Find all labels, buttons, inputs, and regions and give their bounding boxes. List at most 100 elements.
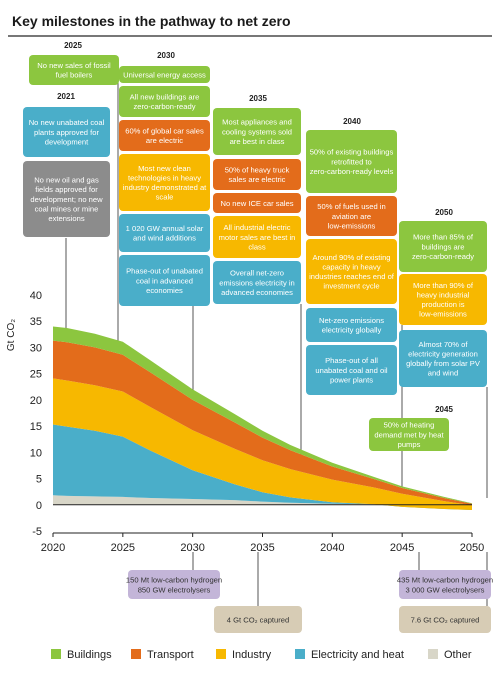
year-headers: 2025 2021 2030 2035 2040 2050 2045 [57,41,453,414]
note-box-bg [399,570,491,599]
x-tick-label: 2025 [111,542,135,554]
chart-title: Key milestones in the pathway to net zer… [12,13,291,29]
legend-label: Electricity and heat [311,649,404,661]
milestone-text: No new sales of fossil fuel boilers [37,61,111,80]
milestone-text: Most appliances and cooling systems sold a… [222,118,292,146]
legend-swatch [131,649,141,659]
milestone-m2040-5: Phase-out of all unabated coal and oil pow… [306,345,397,395]
milestone-m2030-6: Phase-out of unabated coal in advanced eco… [119,255,210,306]
year-header-2025: 2025 [64,41,82,50]
year-header-2035: 2035 [249,94,267,103]
emission-areas [53,326,472,510]
milestone-box-bg [119,214,210,252]
milestone-box-bg [306,345,397,395]
legend-swatch [428,649,438,659]
milestone-text: Phase-out of unabated coal in advanced eco… [126,267,203,295]
x-tick-label: 2045 [390,542,414,554]
y-tick-label: 15 [30,421,42,433]
milestone-box-bg [399,221,487,272]
milestone-m2030-1: Universal energy access [119,66,210,83]
milestone-box-bg [213,159,301,190]
note-2050-capture: 7.6 Gt CO₂ captured [399,606,491,633]
x-tick-label: 2035 [250,542,274,554]
area-buildings [53,326,472,504]
legend-label: Buildings [67,649,112,661]
x-tick-label: 2020 [41,542,65,554]
area-electricity-and-heat [53,424,472,510]
milestone-box-bg [213,261,301,304]
x-tick-label: 2050 [460,542,484,554]
milestone-box-bg [119,120,210,151]
milestone-m2050-3: Almost 70% of electricity generation globa… [399,330,487,387]
milestone-text: Universal energy access [123,70,206,79]
milestone-m2035-4: All industrial electric motor sales are b… [213,216,301,258]
legend-item-transport: Transport [131,649,194,661]
milestone-m2030-4: Most new clean technologies in heavy indus… [119,154,210,211]
note-text: 4 Gt CO₂ captured [227,616,289,625]
legend-item-buildings: Buildings [51,649,112,661]
milestone-text: 50% of heating demand met by heat pumps [374,421,444,449]
milestone-box-bg [399,330,487,387]
note-text: 435 Mt low-carbon hydrogen [397,576,493,585]
note-box-bg [399,606,491,633]
milestone-m2050-2: More than 90% of heavy industrial producti… [399,274,487,325]
milestone-box-bg [23,107,110,157]
milestone-m2045-1: 50% of heating demand met by heat pumps [369,418,449,451]
x-tick-label: 2040 [320,542,344,554]
milestone-text: 50% of existing buildings retrofitted to z… [310,148,394,176]
milestone-text: Most new clean technologies in heavy indus… [123,164,207,202]
milestone-m2035-2: 50% of heavy truck sales are electric [213,159,301,190]
milestone-box-bg [119,86,210,117]
note-box-bg [128,570,220,599]
milestone-text: 50% of fuels used in aviation are low-emis… [317,202,385,230]
legend-swatch [51,649,61,659]
milestone-m2040-2: 50% of fuels used in aviation are low-emis… [306,196,397,236]
milestone-text: 50% of heavy truck sales are electric [225,166,290,185]
milestone-m2040-1: 50% of existing buildings retrofitted to z… [306,130,397,193]
milestone-box-bg [213,216,301,258]
milestone-box-bg [306,239,397,304]
milestone-m2035-5: Overall net-zero emissions electricity in… [213,261,301,304]
note-text: 150 Mt low-carbon hydrogen [126,576,222,585]
milestone-m2030-5: 1 020 GW annual solar and wind additions [119,214,210,252]
milestone-m2040-4: Net-zero emissions electricity globally [306,308,397,342]
legend-label: Transport [147,649,194,661]
milestone-m2030-2: All new buildings are zero-carbon-ready [119,86,210,117]
milestone-box-bg [369,418,449,451]
milestone-text: Almost 70% of electricity generation globa… [406,340,481,378]
milestone-box-bg [23,161,110,237]
y-axis-label: Gt CO₂ [6,319,17,351]
milestone-box-bg [306,130,397,193]
milestone-text: More than 90% of heavy industrial producti… [413,281,474,319]
milestone-text: More than 85% of buildings are zero-carbon… [412,233,474,261]
note-text: 7.6 Gt CO₂ captured [411,616,480,625]
y-tick-label: 0 [36,500,42,512]
y-tick-label: 5 [36,474,42,486]
milestone-m2040-3: Around 90% of existing capacity in heavy i… [306,239,397,304]
legend-item-other: Other [428,649,472,661]
milestone-box-bg [213,193,301,213]
y-tick-label: 35 [30,316,42,328]
milestone-connectors [65,66,488,498]
legend-label: Other [444,649,472,661]
milestone-text: No new oil and gas fields approved for dev… [30,176,103,223]
milestone-m2021-2: No new oil and gas fields approved for dev… [23,161,110,237]
milestone-text: All industrial electric motor sales are b… [219,223,296,251]
milestone-text: Around 90% of existing capacity in heavy i… [309,253,395,291]
y-tick-label: 30 [30,342,42,354]
note-box-bg [214,606,302,633]
y-tick-label: 20 [30,395,42,407]
area-other [53,495,472,509]
note-text: 850 GW electrolysers [138,586,211,595]
legend-item-industry: Industry [216,649,272,661]
milestone-box-bg [119,255,210,306]
milestone-boxes: No new sales of fossil fuel boilers No new… [23,55,487,451]
milestone-text: No new ICE car sales [220,199,293,208]
area-transport [53,340,472,506]
milestone-box-bg [119,154,210,211]
year-header-2040: 2040 [343,117,361,126]
milestone-text: Phase-out of all unabated coal and oil pow… [315,356,388,384]
legend-label: Industry [232,649,272,661]
